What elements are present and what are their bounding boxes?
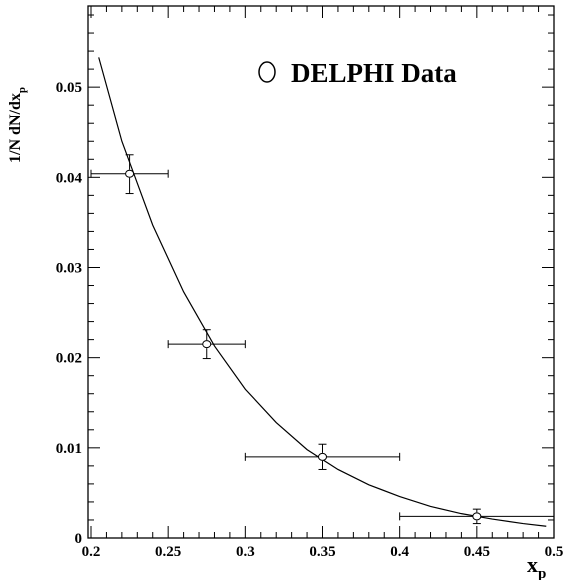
x-tick-label: 0.4 [390, 544, 409, 560]
point-marker [318, 452, 327, 461]
x-tick-labels: 0.2 0.25 0.3 0.35 0.4 0.45 0.5 [82, 544, 564, 560]
y-tick-label: 0.03 [56, 260, 82, 276]
x-tick-label: 0.5 [545, 544, 564, 560]
point-marker [472, 512, 482, 521]
x-tick-label: 0.3 [236, 544, 255, 560]
data-point [399, 508, 555, 525]
x-tick-label: 0.2 [82, 544, 101, 560]
plot-frame [87, 5, 555, 539]
x-tick-label: 0.45 [464, 544, 490, 560]
data-point [90, 154, 169, 195]
axis-ticks [88, 6, 555, 539]
x-axis-title-subscript: p [538, 566, 546, 580]
y-tick-label: 0.01 [56, 441, 82, 457]
point-marker [202, 340, 212, 349]
y-axis-title-subscript: p [16, 87, 28, 93]
data-points [90, 154, 555, 525]
legend: DELPHI Data [258, 58, 457, 88]
data-point [244, 443, 401, 470]
x-tick-label: 0.25 [155, 544, 181, 560]
data-point [167, 329, 246, 360]
y-tick-label: 0 [75, 531, 83, 547]
legend-label: DELPHI Data [291, 58, 457, 88]
x-tick-label: 0.35 [309, 544, 335, 560]
y-tick-labels: 0 0.01 0.02 0.03 0.04 0.05 [56, 80, 83, 547]
y-tick-label: 0.02 [56, 351, 82, 367]
point-marker [125, 169, 135, 178]
y-axis-title: 1/N dN/dxp [7, 87, 28, 163]
legend-marker [258, 61, 276, 83]
x-axis-title: xp [527, 552, 546, 580]
y-tick-label: 0.04 [56, 170, 83, 186]
y-tick-label: 0.05 [56, 80, 82, 96]
